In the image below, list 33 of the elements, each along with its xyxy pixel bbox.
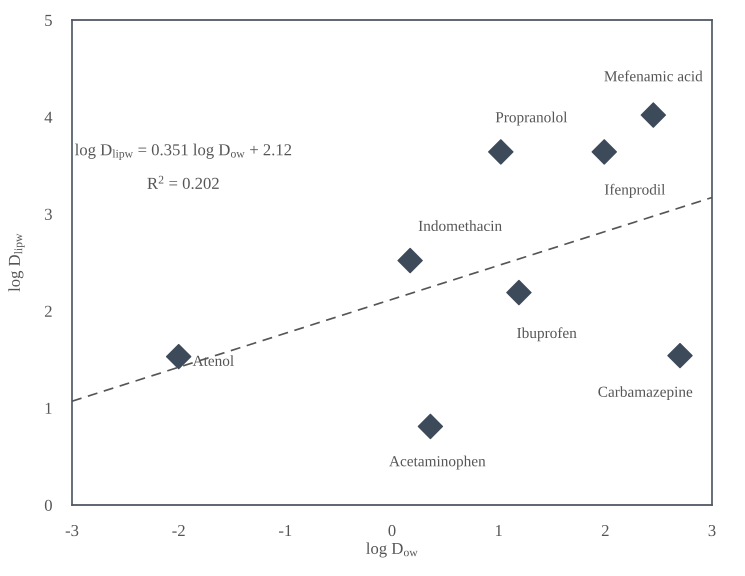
annotation: Mefenamic acid xyxy=(604,70,703,82)
x-tick-label: -3 xyxy=(66,524,78,536)
y-tick-label: 3 xyxy=(45,208,52,220)
y-axis-title: log D$_{lipw}$ xyxy=(8,234,25,292)
annotation: Ibuprofen xyxy=(517,327,577,342)
annotation: Indomethacin xyxy=(418,220,502,232)
x-axis-title: log D$_{ow}$ xyxy=(366,542,418,558)
point xyxy=(667,342,693,368)
y-tick-label: 2 xyxy=(44,306,52,317)
x-tick-label: 0 xyxy=(388,524,396,536)
x-tick-label: 3 xyxy=(708,524,716,536)
annotation: Carbamazepine xyxy=(598,386,692,400)
annotation: Acetaminophen xyxy=(389,456,486,470)
annotation: Ifenprodil xyxy=(604,184,666,198)
annotation: R$^{2}$ = 0.202 xyxy=(147,176,219,190)
x-tick-label: -2 xyxy=(172,524,185,536)
point xyxy=(592,139,617,165)
point xyxy=(397,248,423,274)
point xyxy=(506,280,532,306)
y-tick-label: 1 xyxy=(46,402,52,414)
x-tick-label: 1 xyxy=(496,525,502,536)
point xyxy=(640,102,666,128)
y-tick-label: 0 xyxy=(44,500,52,511)
point xyxy=(418,414,444,440)
point xyxy=(488,139,514,165)
point xyxy=(166,344,192,370)
annotation: Propranolol xyxy=(496,112,568,126)
y-tick-label: 4 xyxy=(44,112,52,123)
annotation: Atenol xyxy=(192,355,234,366)
x-tick-label: 2 xyxy=(602,524,609,536)
annotation: log D$_{lipw}$ = 0.351 log D$_{ow}$ + 2.12 xyxy=(75,144,292,160)
y-tick-label: 5 xyxy=(45,14,52,26)
x-tick-label: -1 xyxy=(279,525,292,536)
